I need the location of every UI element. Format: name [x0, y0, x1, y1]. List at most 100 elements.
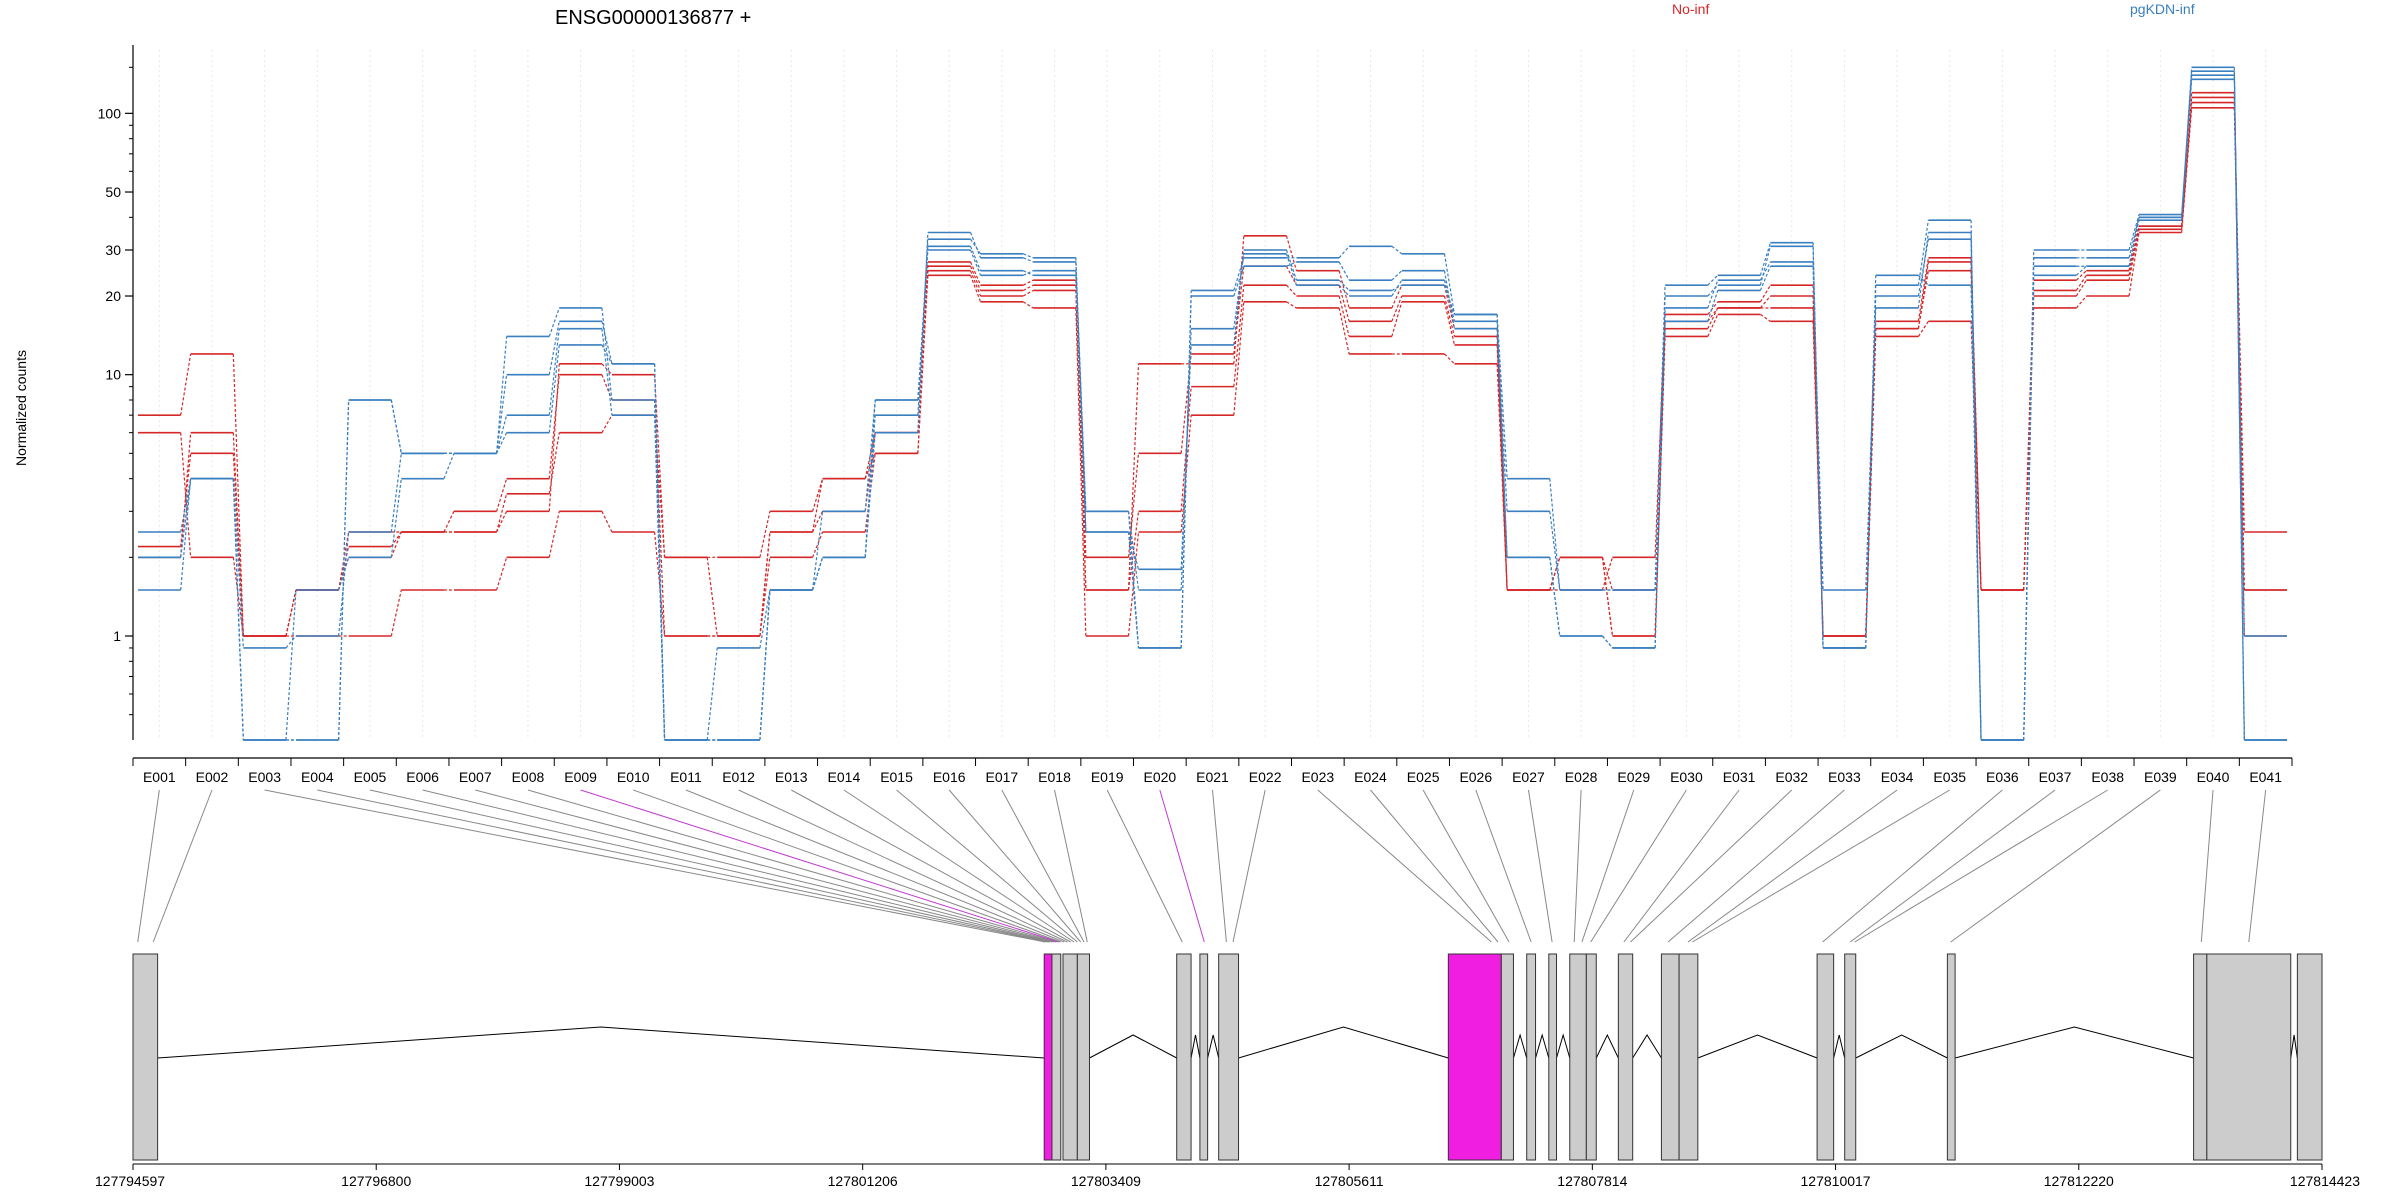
series-connector — [864, 432, 876, 479]
exon-connector — [738, 789, 1068, 943]
x-tick-label: E014 — [828, 769, 861, 785]
exon-connector — [1950, 789, 2161, 943]
series-connector — [1127, 511, 1140, 591]
series-connector — [548, 328, 560, 416]
series-connector — [390, 589, 402, 637]
intron-line — [1207, 1034, 1220, 1059]
exon-connector — [1581, 789, 1635, 943]
exon-connector — [1822, 789, 2003, 943]
series-connector — [1443, 253, 1456, 315]
exon-connector — [790, 789, 1071, 943]
series-connector — [1707, 307, 1719, 329]
x-tick-label: E030 — [1670, 769, 1703, 785]
exon-connector — [1232, 789, 1266, 943]
series-connector — [601, 328, 613, 416]
series-connector — [601, 321, 613, 364]
series-connector — [1760, 313, 1771, 322]
series-connector — [496, 478, 508, 512]
exon-connector — [1687, 789, 1898, 943]
genomic-tick-label: 127807814 — [1557, 1173, 1627, 1189]
exon-block — [1585, 953, 1597, 1161]
series-connector — [1917, 261, 1929, 329]
exon-block — [1660, 953, 1680, 1161]
exon-connector — [1692, 789, 1950, 943]
series-connector — [285, 589, 297, 637]
intron-line — [1190, 1034, 1201, 1059]
series-connector — [1391, 270, 1403, 281]
series-connector — [759, 511, 771, 558]
exon-connector — [685, 789, 1065, 943]
x-tick-label: E001 — [143, 769, 176, 785]
series-connector — [1338, 284, 1350, 297]
x-tick-label: E035 — [1933, 769, 1966, 785]
legend-no-inf: No-inf — [1672, 1, 1709, 17]
x-tick-label: E041 — [2249, 769, 2282, 785]
series-connector — [2128, 229, 2140, 281]
intron-line — [1535, 1033, 1550, 1059]
series-connector — [969, 265, 982, 291]
x-tick-label: E020 — [1143, 769, 1176, 785]
exon-connector — [1106, 789, 1183, 943]
exon-block — [1043, 953, 1053, 1161]
series-connector — [653, 531, 666, 637]
exon-block — [1946, 953, 1956, 1161]
exon-connector — [1630, 789, 1793, 943]
series-connector — [2181, 75, 2193, 218]
intron-line — [157, 1026, 1045, 1059]
series-connector — [1022, 253, 1034, 259]
series-connector — [1865, 321, 1877, 637]
exon-connector — [896, 789, 1078, 943]
series-connector — [601, 414, 613, 433]
intron-line — [1238, 1026, 1449, 1059]
y-tick-label: 1 — [113, 628, 121, 644]
series-connector — [1443, 284, 1456, 315]
chart-title: ENSG00000136877 + — [555, 7, 751, 29]
series-connector — [496, 374, 508, 454]
series-connector — [706, 647, 718, 741]
series-connector — [1496, 363, 1508, 591]
x-tick-label: E018 — [1038, 769, 1071, 785]
series-connector — [969, 270, 982, 297]
x-tick-label: E015 — [880, 769, 913, 785]
series-connector — [1917, 257, 1929, 322]
series-connector — [1391, 245, 1403, 255]
x-tick-label: E021 — [1196, 769, 1229, 785]
series-connector — [496, 511, 508, 533]
exon-connector — [317, 789, 1048, 943]
exon-connector — [2200, 789, 2214, 943]
series-connector — [548, 374, 560, 479]
exon-connector — [1667, 789, 1845, 943]
intron-line — [1556, 1033, 1571, 1059]
exon-connector — [2248, 789, 2267, 943]
series-connector — [969, 275, 982, 303]
series-connector — [1707, 307, 1719, 322]
series-connector — [496, 415, 508, 454]
x-tick-label: E032 — [1775, 769, 1808, 785]
series-connector — [811, 511, 824, 591]
series-connector — [496, 557, 508, 591]
series-connector — [969, 249, 982, 276]
exon-block — [1678, 953, 1699, 1161]
x-tick-label: E008 — [512, 769, 545, 785]
series-connector — [811, 478, 824, 533]
exon-connector — [369, 789, 1050, 943]
x-axis: E001 E002 E003 E004 E005 E006 E007 E008 E009 E010… — [132, 757, 2293, 785]
series-connector — [1338, 270, 1350, 309]
y-tick-label: 50 — [105, 184, 121, 200]
series-connector — [390, 453, 402, 533]
series-connector — [338, 557, 350, 591]
series-connector — [2233, 79, 2245, 637]
x-tick-label: E033 — [1828, 769, 1861, 785]
exon-connector — [1422, 789, 1510, 943]
x-tick-label: E006 — [406, 769, 439, 785]
gene-model — [132, 953, 2323, 1161]
series-connector — [1443, 301, 1456, 346]
x-tick-label: E031 — [1723, 769, 1756, 785]
series-connector — [1127, 511, 1140, 649]
x-tick-label: E040 — [2197, 769, 2230, 785]
series-connector — [1707, 314, 1719, 337]
exon-connector — [1001, 789, 1085, 943]
exon-block — [1548, 953, 1558, 1161]
series-connector — [812, 531, 824, 558]
